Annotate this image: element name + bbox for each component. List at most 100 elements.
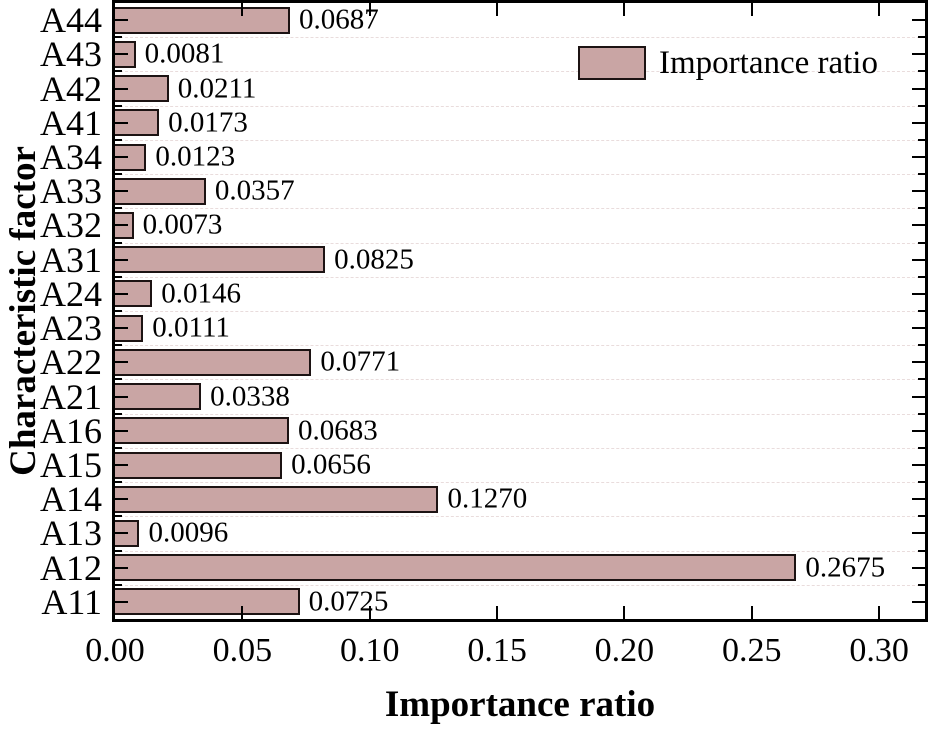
y-minor-tick-right: [918, 481, 925, 484]
y-tick-label-A34: A34: [40, 137, 102, 177]
y-minor-tick-right: [918, 446, 925, 449]
y-major-tick-left: [115, 532, 128, 535]
y-major-tick-left: [115, 156, 128, 158]
y-minor-tick-left: [115, 104, 122, 107]
y-tick-label-A41: A41: [40, 102, 102, 143]
x-major-tick-top: [878, 3, 881, 16]
bar-A12: [115, 554, 797, 582]
gridline: [115, 139, 925, 141]
y-major-tick-right: [912, 156, 925, 158]
y-minor-tick-left: [115, 70, 122, 73]
y-minor-tick-left: [115, 275, 122, 278]
value-label-A41: 0.0173: [168, 106, 248, 139]
y-major-tick-right: [912, 292, 925, 295]
y-tick-label-A33: A33: [40, 171, 102, 212]
x-tick-label-0.30: 0.30: [849, 632, 909, 669]
y-major-tick-right: [912, 19, 925, 22]
y-major-tick-left: [115, 566, 128, 569]
legend-swatch: [578, 46, 646, 80]
y-tick-label-A16: A16: [40, 410, 102, 451]
x-major-tick-top: [623, 3, 626, 16]
y-tick-label-A21: A21: [40, 376, 102, 417]
value-label-A23: 0.0111: [152, 311, 230, 344]
value-label-A16: 0.0683: [297, 414, 378, 447]
y-major-tick-right: [912, 327, 925, 330]
y-major-tick-left: [115, 327, 128, 330]
gridline: [115, 208, 925, 210]
y-minor-tick-left: [115, 36, 122, 39]
y-minor-tick-left: [115, 378, 122, 381]
y-tick-label-A43: A43: [40, 34, 102, 75]
y-minor-tick-left: [115, 241, 122, 244]
value-label-A32: 0.0073: [142, 208, 223, 241]
bar-A33: [115, 177, 206, 205]
y-major-tick-right: [912, 87, 925, 90]
y-minor-tick-right: [918, 515, 925, 518]
y-tick-label-A12: A12: [40, 547, 102, 588]
legend: Importance ratio: [578, 45, 878, 81]
x-major-tick-bottom: [368, 606, 371, 619]
value-label-A42: 0.0211: [177, 72, 257, 105]
x-major-tick-bottom: [750, 606, 753, 619]
gridline: [115, 242, 925, 244]
y-minor-tick-right: [918, 583, 925, 586]
y-major-tick-right: [912, 498, 925, 501]
y-minor-tick-right: [918, 70, 925, 73]
gridline: [115, 345, 925, 347]
y-major-tick-right: [912, 600, 925, 603]
bar-A15: [115, 451, 283, 479]
y-minor-tick-right: [918, 310, 925, 312]
y-tick-label-A22: A22: [40, 342, 102, 383]
y-tick-label-A13: A13: [40, 513, 102, 554]
value-label-A44: 0.0687: [298, 3, 379, 36]
value-label-A13: 0.0096: [148, 516, 229, 549]
y-minor-tick-left: [115, 344, 122, 347]
y-minor-tick-right: [918, 344, 925, 347]
y-major-tick-left: [115, 121, 128, 124]
y-minor-tick-left: [115, 138, 122, 141]
y-minor-tick-right: [918, 275, 925, 278]
bar-A16: [115, 417, 289, 445]
x-major-tick-bottom: [878, 606, 881, 619]
y-minor-tick-right: [918, 104, 925, 107]
y-tick-label-A24: A24: [40, 273, 102, 314]
y-minor-tick-left: [115, 549, 122, 552]
value-label-A22: 0.0771: [320, 345, 401, 378]
y-tick-label-A11: A11: [41, 581, 102, 622]
x-major-tick-bottom: [241, 606, 244, 619]
y-major-tick-right: [912, 395, 925, 398]
y-tick-label-A14: A14: [40, 479, 102, 520]
y-tick-label-A32: A32: [40, 205, 102, 246]
gridline: [115, 584, 925, 586]
y-major-tick-left: [115, 464, 128, 466]
gridline: [115, 105, 925, 107]
x-major-tick-bottom: [496, 606, 499, 619]
y-major-tick-left: [115, 87, 128, 90]
y-tick-label-A23: A23: [40, 308, 102, 349]
bar-A44: [115, 6, 290, 34]
value-label-A14: 0.1270: [447, 482, 528, 515]
y-major-tick-left: [115, 498, 128, 501]
value-label-A21: 0.0338: [210, 380, 290, 413]
y-tick-label-A42: A42: [40, 68, 102, 109]
plot-area: 0.0687 0.0081 0.0211 0.0173 0.0123 0.0357 0.00…: [112, 0, 928, 622]
x-major-tick-top: [496, 3, 499, 16]
y-minor-tick-right: [918, 36, 925, 39]
y-minor-tick-right: [918, 412, 925, 415]
gridline: [115, 37, 925, 39]
x-tick-label-0.15: 0.15: [467, 632, 527, 669]
y-major-tick-left: [115, 258, 128, 261]
y-minor-tick-left: [115, 310, 122, 312]
x-major-tick-bottom: [623, 606, 626, 619]
y-minor-tick-right: [918, 241, 925, 244]
y-major-tick-left: [115, 19, 128, 22]
y-major-tick-left: [115, 292, 128, 295]
y-major-tick-left: [115, 53, 128, 56]
x-major-tick-top: [750, 3, 753, 16]
y-minor-tick-left: [115, 173, 122, 176]
x-tick-label-0.25: 0.25: [722, 632, 782, 669]
y-minor-tick-right: [918, 207, 925, 210]
value-label-A31: 0.0825: [334, 243, 414, 276]
y-minor-tick-left: [115, 515, 122, 518]
